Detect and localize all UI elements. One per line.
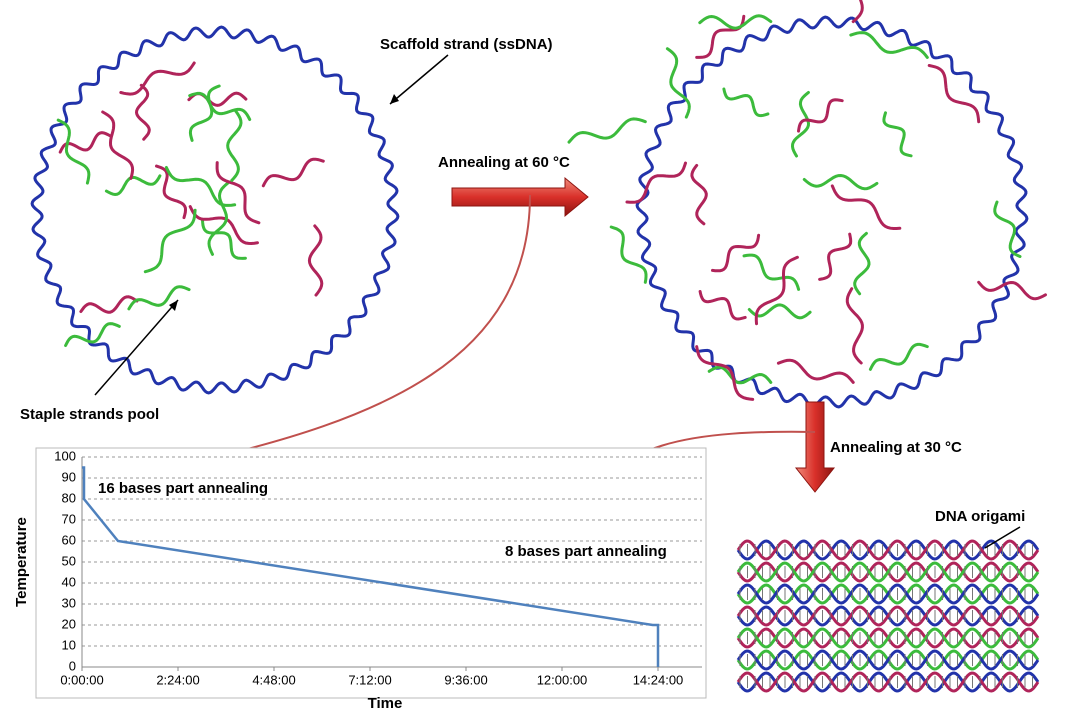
staple [692,165,706,223]
staple [121,63,194,94]
staple [820,234,851,279]
staple [228,111,241,180]
staple [724,89,768,116]
staple [627,163,686,202]
staple [309,226,321,295]
staple [979,282,1046,298]
annotation: 8 bases part annealing [505,543,667,560]
y-tick-label: 80 [62,490,76,505]
label: Scaffold strand (ssDNA) [380,36,553,53]
helix [738,651,1038,669]
y-tick-label: 100 [54,448,76,463]
staple [853,0,874,22]
y-tick-label: 40 [62,574,76,589]
x-tick-label: 9:36:00 [444,672,487,687]
y-axis-title: Temperature [13,517,30,607]
pointer-head [390,94,399,104]
x-tick-label: 0:00:00 [60,672,103,687]
staple [700,292,745,320]
figure: Scaffold strand (ssDNA) Staple strands p… [0,0,1070,713]
y-tick-label: 0 [69,658,76,673]
helix [738,563,1038,581]
helix [738,585,1038,603]
y-tick-label: 70 [62,511,76,526]
x-axis-title: Time [368,695,403,712]
staple [700,16,771,28]
staple [129,287,189,309]
x-tick-label: 7:12:00 [348,672,391,687]
label: DNA origami [935,508,1025,525]
staple [697,347,753,400]
label: Annealing at 30 °C [830,439,962,456]
helix [738,673,1038,691]
annotation: 16 bases part annealing [98,480,268,497]
x-tick-label: 14:24:00 [633,672,684,687]
staple [189,93,246,105]
staple [263,159,323,186]
scaffold [32,27,398,393]
y-tick-label: 30 [62,595,76,610]
staple [103,112,133,178]
staple [713,235,759,271]
staple [832,186,900,229]
pointer [390,55,448,104]
staple [778,360,853,382]
staple [855,233,869,293]
x-tick-label: 12:00:00 [537,672,588,687]
staple [884,113,911,156]
staple [106,176,159,195]
y-tick-label: 20 [62,616,76,631]
x-tick-label: 4:48:00 [252,672,295,687]
arrow-right [452,178,588,216]
y-tick-label: 60 [62,532,76,547]
arrow-down [796,402,834,492]
staple [137,85,150,139]
y-tick-label: 90 [62,469,76,484]
staple [58,120,89,183]
label: Staple strands pool [20,406,159,423]
y-tick-label: 10 [62,637,76,652]
callout [190,195,530,463]
staple [145,210,195,272]
staple [847,289,862,363]
staple [870,344,927,369]
helix [738,629,1038,647]
staple [804,176,877,189]
x-tick-label: 2:24:00 [156,672,199,687]
staple [569,119,645,142]
label: Annealing at 60 °C [438,154,570,171]
y-tick-label: 50 [62,553,76,568]
helix [738,607,1038,625]
